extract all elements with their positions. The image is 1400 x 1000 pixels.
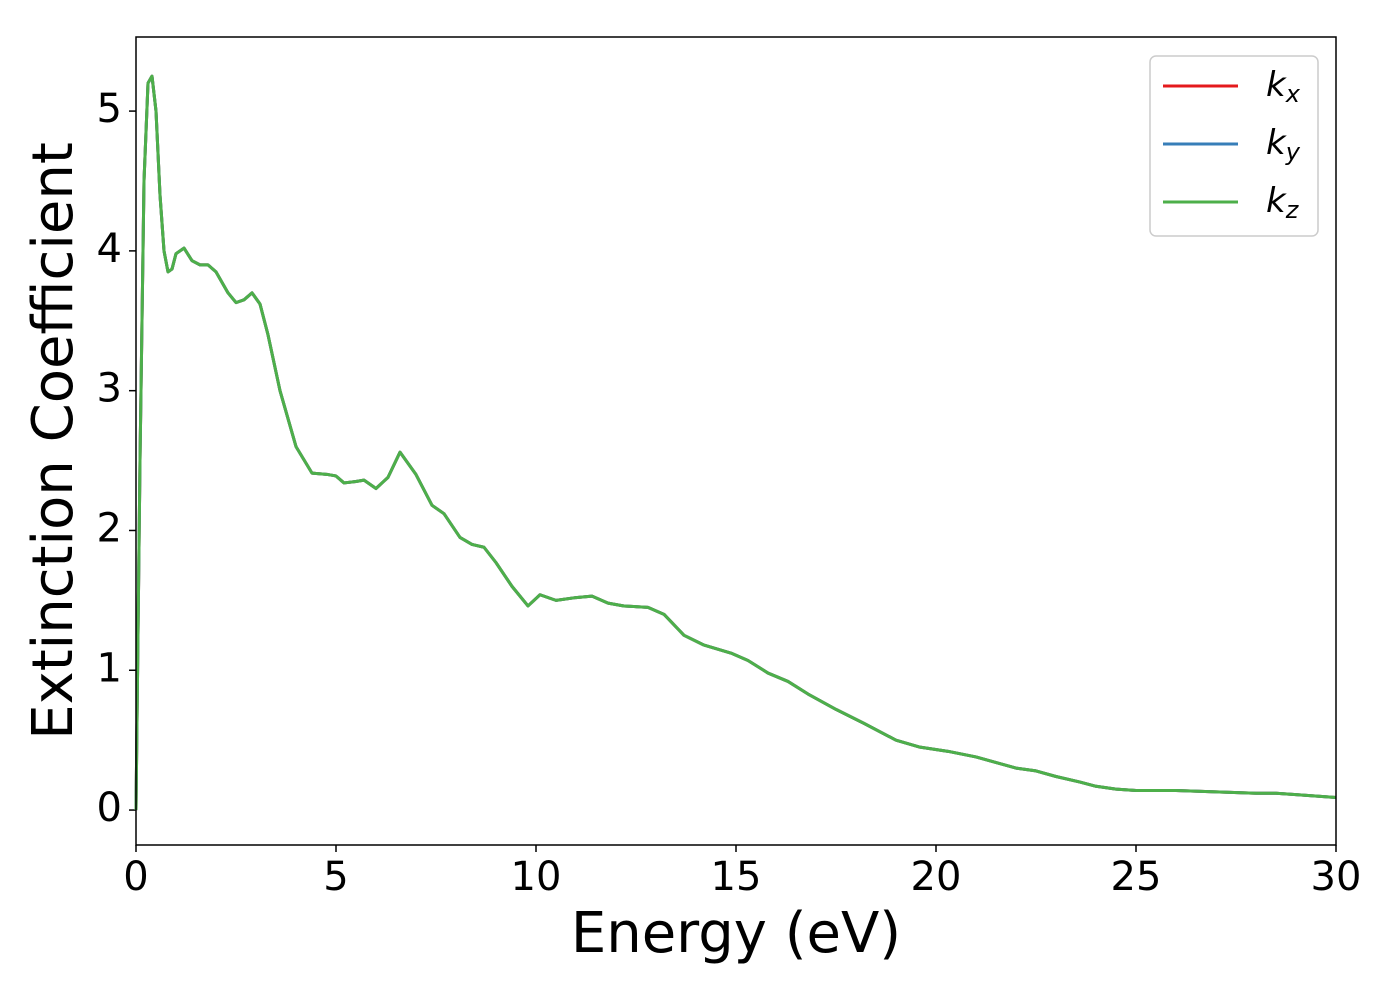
x-tick-label: 15 [711,854,762,900]
x-tick-label: 30 [1311,854,1362,900]
x-tick-label: 10 [511,854,562,900]
y-tick-label: 4 [97,226,122,272]
y-tick-label: 5 [97,86,122,132]
x-axis-label: Energy (eV) [571,901,901,966]
legend-label: kx [1266,65,1301,109]
legend-label: kz [1266,181,1300,225]
legend-label: ky [1266,123,1301,167]
data-line [134,74,1337,811]
y-tick-label: 2 [97,505,122,551]
x-tick-label: 20 [911,854,962,900]
plot-frame [135,36,1337,846]
x-tick-label: 5 [323,854,348,900]
legend-box [1149,55,1319,237]
legend: kx ky kz [1149,55,1319,237]
y-tick-label: 1 [97,645,122,691]
y-axis-label: Extinction Coefficient [21,142,86,740]
x-tick-label: 25 [1111,854,1162,900]
y-tick-label: 0 [97,785,122,831]
x-tick-label: 0 [123,854,148,900]
y-tick-label: 3 [97,366,122,412]
